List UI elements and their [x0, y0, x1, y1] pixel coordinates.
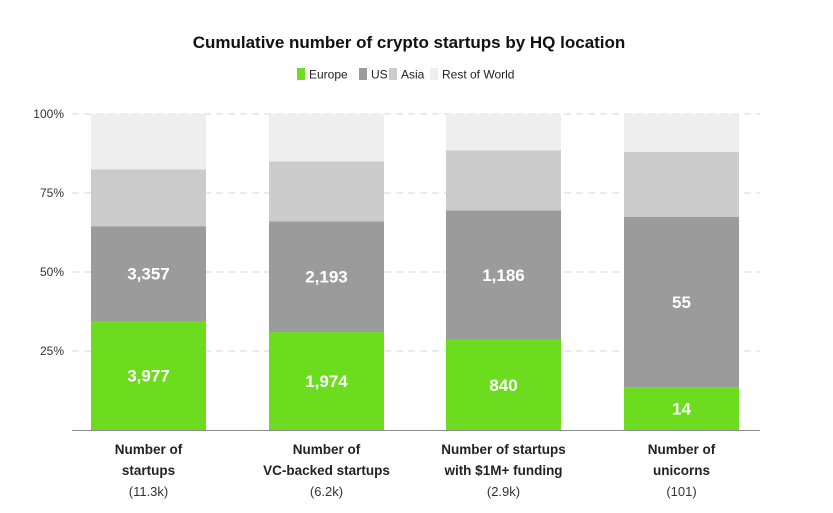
category-label-line2: startups — [122, 463, 175, 478]
legend-swatch-asia — [389, 68, 397, 80]
legend-swatch-rest-of-world — [430, 68, 438, 80]
bar-segment-rest-of-world — [446, 114, 561, 151]
category-label-line1: Number of — [293, 442, 361, 457]
chart-title: Cumulative number of crypto startups by … — [193, 33, 626, 52]
y-tick-label: 50% — [40, 265, 64, 279]
data-label: 840 — [489, 376, 517, 395]
category-label-line2: with $1M+ funding — [443, 463, 562, 478]
legend-label-us: US — [371, 68, 388, 82]
legend-label-europe: Europe — [309, 68, 348, 82]
data-label: 1,186 — [482, 266, 525, 285]
bar-segment-europe — [91, 320, 206, 430]
bar-segment-us — [269, 221, 384, 333]
category-label-line2: unicorns — [653, 463, 710, 478]
data-label: 2,193 — [305, 268, 348, 287]
bar-segment-asia — [624, 151, 739, 217]
legend-label-asia: Asia — [401, 68, 425, 82]
bar-segment-asia — [269, 161, 384, 222]
y-tick-label: 25% — [40, 344, 64, 358]
data-label: 3,977 — [127, 366, 170, 385]
y-tick-label: 75% — [40, 186, 64, 200]
category-count: (6.2k) — [310, 484, 343, 499]
category-count: (11.3k) — [129, 484, 169, 499]
bar-segment-asia — [91, 169, 206, 227]
category-count: (2.9k) — [487, 484, 520, 499]
bar-segment-europe — [269, 332, 384, 430]
category-label-line2: VC-backed startups — [263, 463, 390, 478]
bar-segment-rest-of-world — [91, 114, 206, 170]
bars: 3,977 3,357 1,974 2,193 840 1,186 14 55 — [91, 114, 739, 430]
y-axis: 25% 50% 75% 100% — [33, 107, 64, 358]
y-tick-label: 100% — [33, 107, 64, 121]
legend-label-rest-of-world: Rest of World — [442, 68, 514, 82]
bar-segment-europe — [446, 339, 561, 430]
bar-segment-us — [624, 216, 739, 388]
bar-segment-us — [91, 226, 206, 321]
x-axis: Number of startups (11.3k) Number of VC-back… — [72, 430, 760, 499]
category-count: (101) — [666, 484, 696, 499]
bar-segment-rest-of-world — [624, 114, 739, 152]
data-label: 3,357 — [127, 265, 170, 284]
legend-swatch-europe — [297, 68, 305, 80]
bar-segment-us — [446, 210, 561, 340]
bar-segment-asia — [446, 150, 561, 211]
data-label: 14 — [672, 400, 691, 419]
data-label: 1,974 — [305, 372, 348, 391]
category-label-line1: Number of — [115, 442, 183, 457]
data-label: 55 — [672, 293, 691, 312]
legend: Europe US Asia Rest of World — [297, 68, 514, 82]
category-label-line1: Number of startups — [441, 442, 566, 457]
bar-segment-rest-of-world — [269, 114, 384, 162]
category-label-line1: Number of — [648, 442, 716, 457]
legend-swatch-us — [359, 68, 367, 80]
bar-segment-europe — [624, 387, 739, 430]
